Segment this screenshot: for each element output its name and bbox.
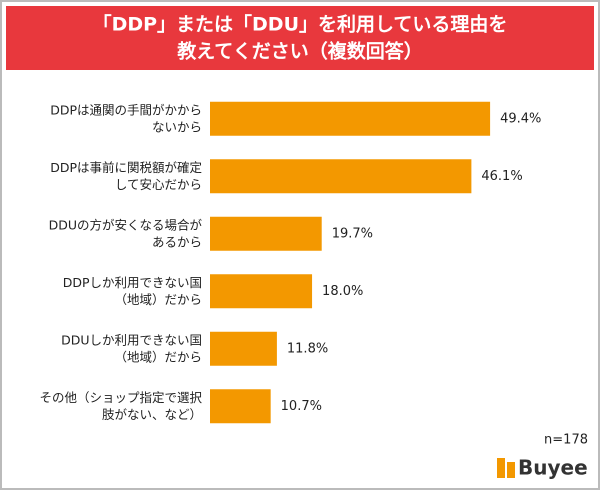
category-label: （地域）だから: [114, 349, 202, 364]
value-label: 10.7%: [281, 399, 322, 414]
chart-title: 教えてください（複数回答）: [177, 40, 422, 63]
logo-icon: [507, 462, 515, 478]
value-label: 49.4%: [500, 111, 541, 126]
category-label: DDUしか利用できない国: [61, 332, 202, 347]
title-banner: [6, 6, 594, 70]
value-label: 46.1%: [481, 169, 522, 184]
bar: [210, 331, 277, 366]
logo-icon: [497, 458, 505, 478]
bar: [210, 101, 491, 136]
bar: [210, 274, 313, 309]
category-label: その他（ショップ指定で選択: [39, 390, 202, 405]
category-label: して安心だから: [115, 177, 202, 192]
bar: [210, 216, 322, 251]
value-label: 19.7%: [332, 226, 373, 241]
category-label: DDPしか利用できない国: [63, 275, 202, 290]
bar: [210, 159, 472, 194]
category-label: あるから: [152, 234, 202, 249]
category-label: （地域）だから: [114, 292, 202, 307]
bar: [210, 389, 271, 424]
value-label: 18.0%: [322, 284, 363, 299]
chart-title: 「DDP」または「DDU」を利用している理由を: [93, 13, 508, 36]
category-label: DDPは事前に関税額が確定: [50, 160, 202, 175]
category-label: 肢がない、など）: [102, 407, 202, 422]
brand-logo: Buyee: [518, 456, 588, 480]
category-label: ないから: [152, 119, 202, 134]
category-label: DDUの方が安くなる場合が: [49, 217, 203, 232]
sample-size-note: n=178: [544, 433, 588, 448]
category-label: DDPは通関の手間がかから: [50, 102, 202, 117]
value-label: 11.8%: [287, 341, 328, 356]
